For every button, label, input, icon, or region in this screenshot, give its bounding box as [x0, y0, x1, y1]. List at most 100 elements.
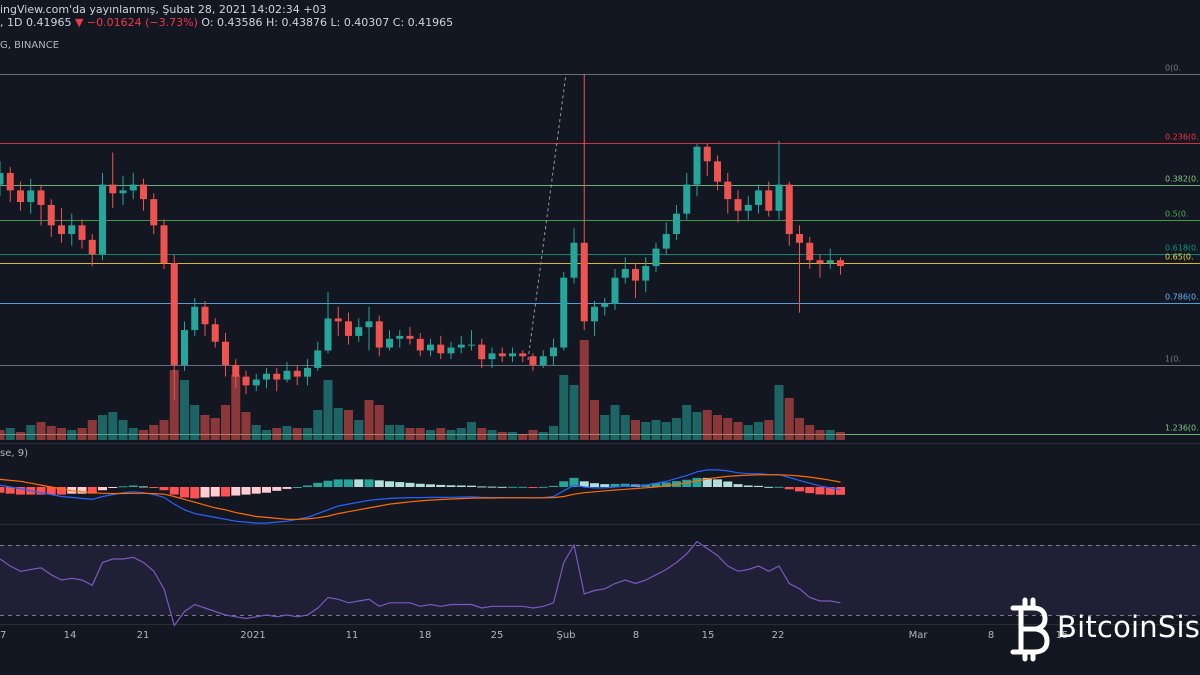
- volume-bar: [692, 412, 702, 440]
- candle-body: [201, 306, 209, 325]
- candle-body: [570, 242, 578, 278]
- time-axis-label: 18: [419, 630, 432, 641]
- volume-bar: [231, 375, 241, 440]
- macd-histogram-bar: [610, 483, 620, 487]
- candle-body: [314, 350, 322, 368]
- candle-body: [816, 260, 824, 264]
- volume-bar: [456, 428, 466, 440]
- candle-body: [293, 370, 301, 377]
- candle-body: [673, 213, 680, 235]
- volume-bar: [262, 430, 271, 440]
- time-axis-label: 25: [491, 630, 504, 641]
- candle-body: [509, 353, 516, 357]
- candle-body: [642, 266, 650, 281]
- candle-body: [529, 356, 537, 365]
- macd-histogram-bar: [528, 487, 538, 488]
- change-down-icon: ▼: [74, 16, 84, 29]
- volume-bar: [600, 415, 610, 440]
- candle-body: [539, 356, 547, 365]
- volume-bar: [805, 425, 815, 440]
- macd-histogram-bar: [16, 487, 25, 495]
- price-change: −0.01624 (−3.73%): [86, 16, 198, 29]
- candle-body: [140, 184, 147, 200]
- volume-bar: [528, 430, 538, 440]
- candle-body: [222, 341, 229, 365]
- macd-histogram-bar: [620, 483, 630, 487]
- candle-body: [734, 199, 742, 211]
- candle-body: [550, 347, 557, 357]
- volume-bar: [26, 425, 36, 440]
- volume-bar: [467, 422, 476, 440]
- macd-histogram-bar: [364, 479, 374, 487]
- candle-body: [662, 234, 670, 249]
- macd-histogram-bar: [436, 484, 446, 487]
- exchange-label: G, BINANCE: [0, 40, 60, 51]
- volume-bar: [333, 408, 343, 440]
- volume-bar: [661, 422, 671, 440]
- volume-bar: [0, 430, 5, 440]
- volume-bar: [508, 432, 517, 440]
- volume-bar: [518, 434, 528, 440]
- macd-histogram-bar: [754, 485, 763, 487]
- candle-body: [263, 373, 270, 380]
- macd-histogram-bar: [262, 487, 271, 493]
- candle-body: [160, 225, 168, 264]
- macd-histogram-bar: [36, 487, 46, 495]
- publish-info: ingView.com'da yayınlanmış, Şubat 28, 20…: [0, 3, 327, 16]
- volume-bar: [221, 405, 230, 440]
- volume-bar: [180, 380, 189, 440]
- candle-body: [27, 190, 35, 203]
- volume-bar: [702, 410, 712, 440]
- macd-histogram-bar: [590, 483, 599, 487]
- volume-bar: [446, 430, 456, 440]
- fib-label: 0.65(0.: [1165, 253, 1194, 262]
- macd-histogram-bar: [190, 487, 200, 499]
- time-axis-label: 11: [346, 630, 359, 641]
- candle-body: [78, 225, 86, 240]
- ohlc-values: O: 0.43586 H: 0.43876 L: 0.40307 C: 0.41…: [201, 16, 454, 29]
- macd-histogram-bar: [743, 485, 753, 487]
- macd-histogram-bar: [282, 487, 292, 489]
- macd-histogram-bar: [764, 486, 774, 488]
- fib-label: 0.5(0.: [1165, 210, 1188, 219]
- volume-bar: [631, 420, 640, 440]
- volume-bar: [57, 428, 66, 440]
- candle-body: [806, 242, 814, 261]
- candle-body: [0, 172, 4, 185]
- symbol-interval-price: , 1D 0.41965: [0, 16, 72, 29]
- candle-body: [324, 318, 332, 351]
- volume-bar: [282, 426, 292, 440]
- fib-label: 0.236(0.: [1165, 133, 1199, 142]
- fib-label: 1.236(0.: [1165, 424, 1199, 433]
- candle-body: [283, 370, 291, 380]
- macd-histogram-bar: [692, 477, 702, 487]
- volume-bar: [569, 385, 579, 440]
- volume-bar: [836, 432, 845, 440]
- candle-body: [580, 242, 588, 322]
- volume-bar: [36, 422, 46, 440]
- macd-histogram-bar: [723, 481, 733, 487]
- time-axis-label: 7: [0, 630, 6, 641]
- macd-histogram-bar: [108, 487, 118, 488]
- candle-body: [457, 344, 465, 348]
- volume-bar: [538, 432, 548, 440]
- volume-bar: [487, 430, 497, 440]
- macd-histogram-bar: [456, 485, 466, 487]
- macd-histogram-bar: [651, 483, 661, 487]
- candle-body: [437, 344, 445, 354]
- macd-histogram-bar: [344, 479, 353, 487]
- candle-body: [88, 239, 96, 255]
- candle-body: [150, 199, 158, 226]
- candle-body: [755, 190, 762, 205]
- volume-bar: [5, 428, 15, 440]
- macd-histogram-bar: [487, 486, 497, 488]
- volume-bar: [795, 418, 804, 440]
- fib-label: 0(0.: [1165, 64, 1181, 73]
- candle-body: [6, 172, 14, 191]
- macd-histogram-bar: [251, 487, 261, 494]
- macd-histogram-bar: [333, 479, 343, 487]
- macd-histogram-bar: [508, 486, 517, 488]
- candle-body: [252, 379, 260, 386]
- volume-bar: [374, 405, 384, 440]
